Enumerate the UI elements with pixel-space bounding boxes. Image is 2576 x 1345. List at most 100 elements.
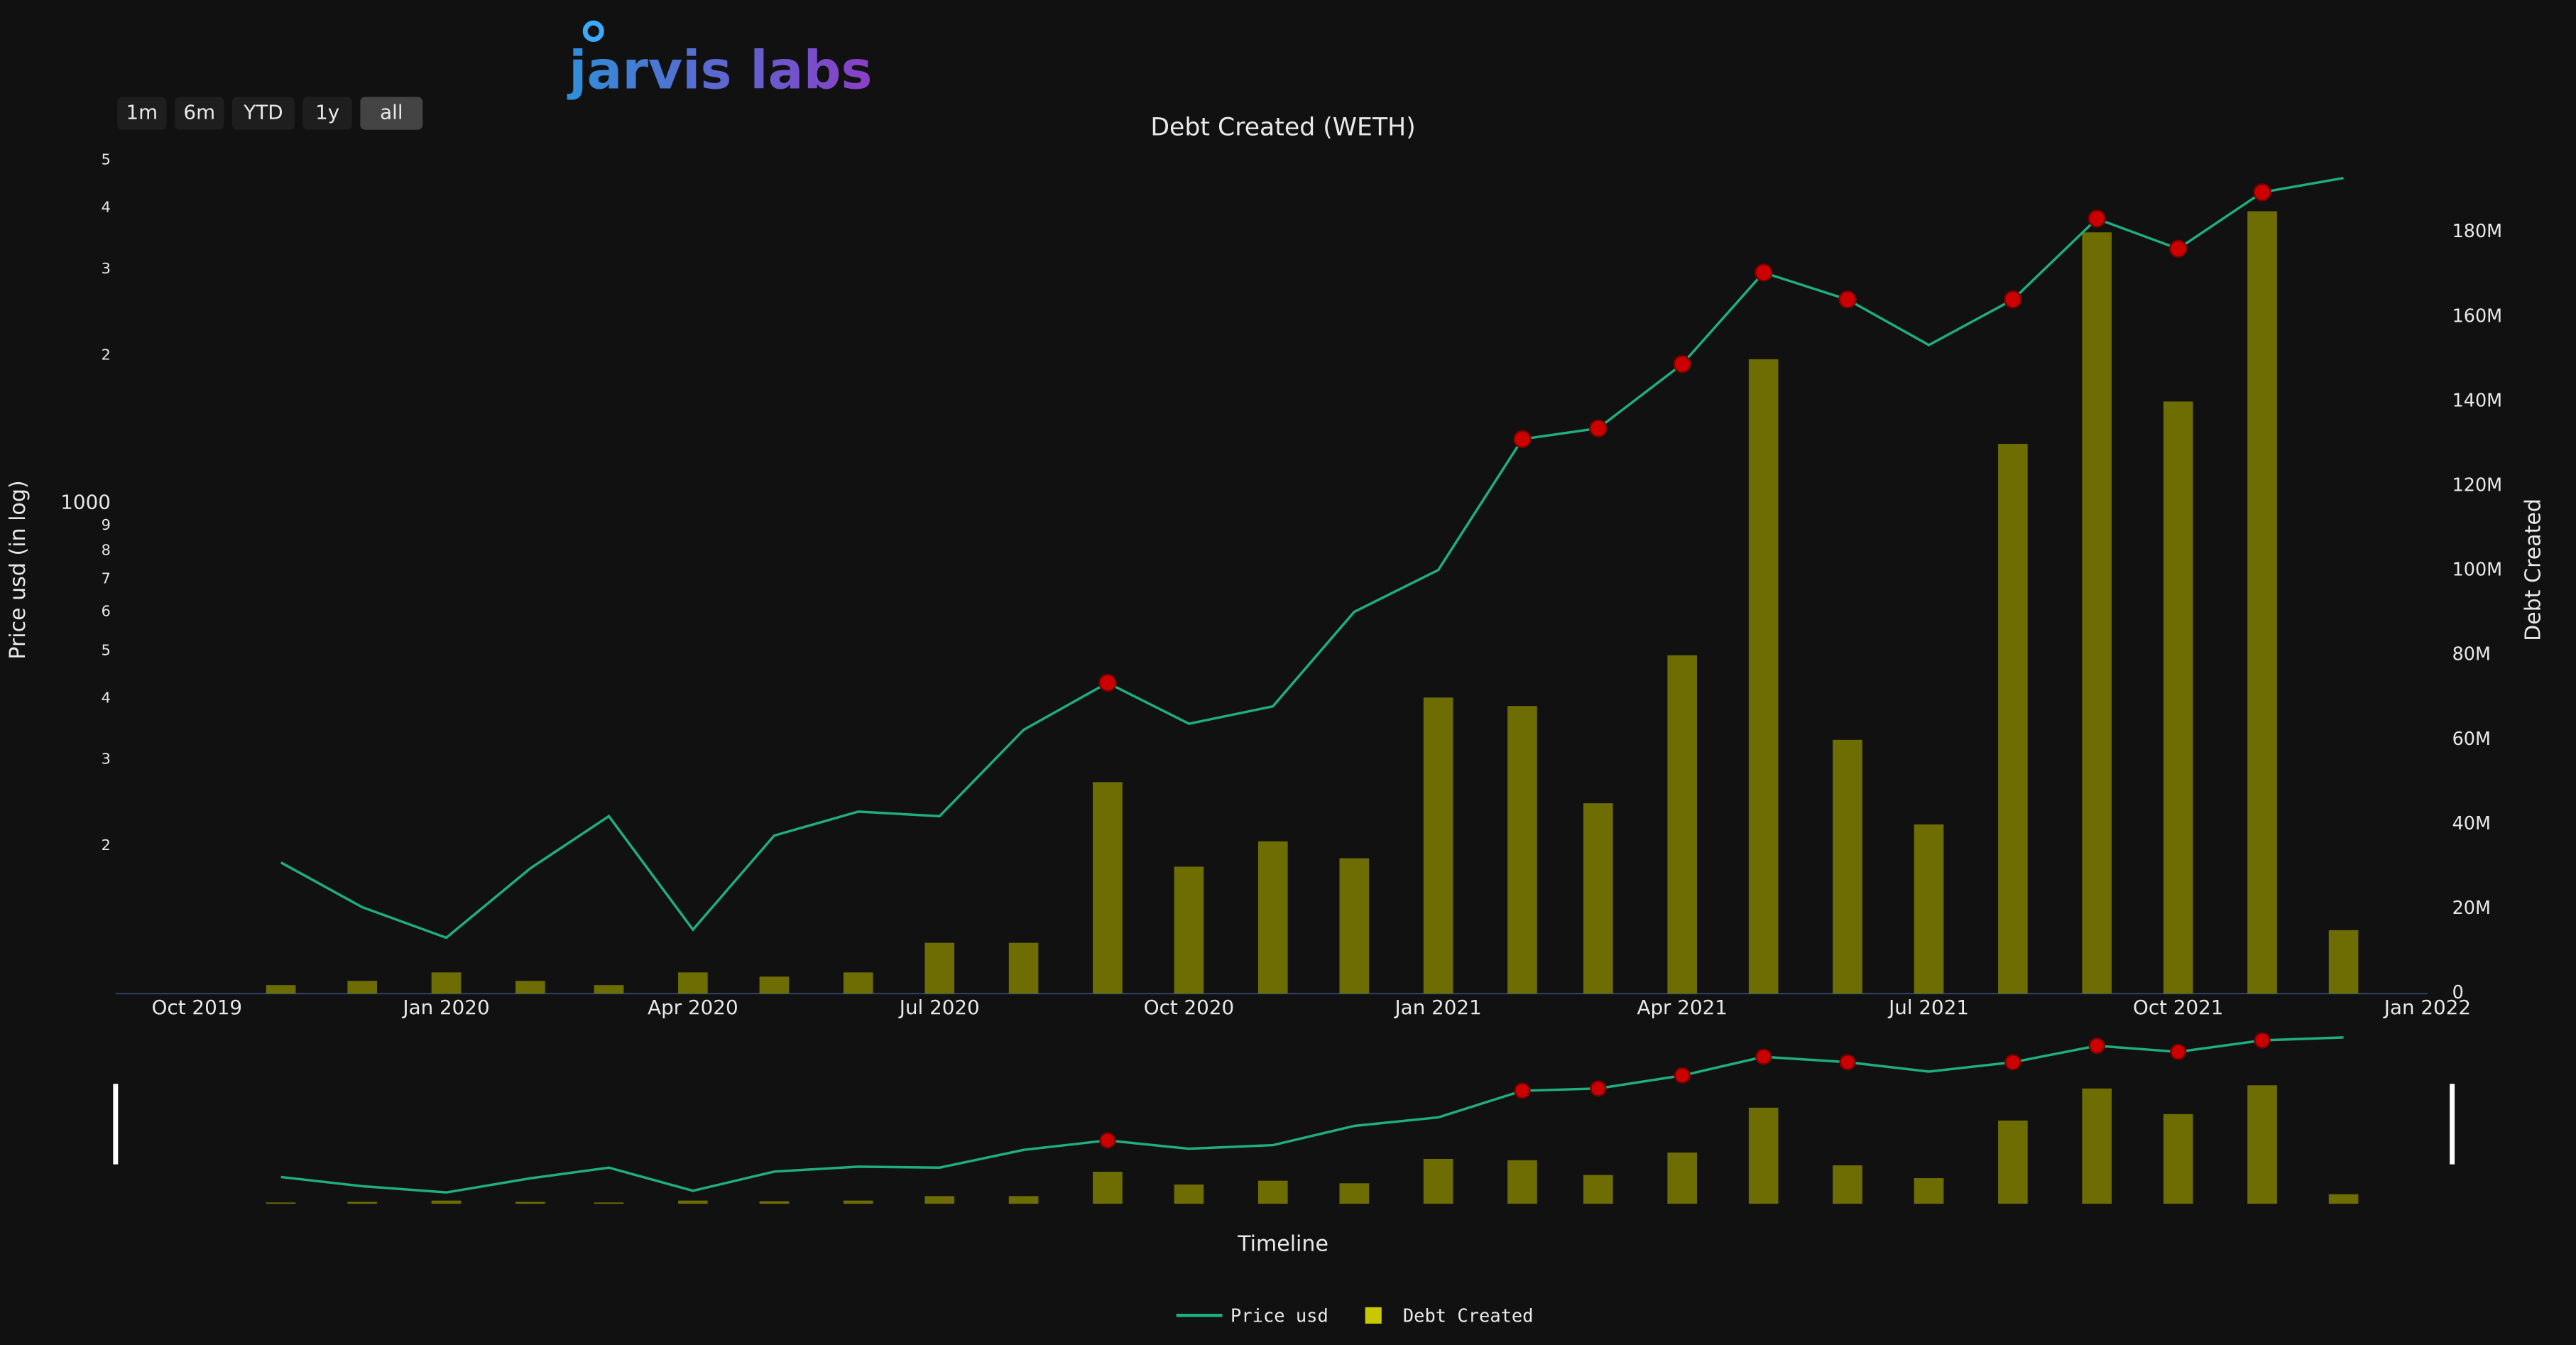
y-tick-label: 1000: [60, 490, 111, 513]
bar: [843, 972, 873, 994]
mini-bar: [759, 1201, 790, 1204]
bar: [1914, 824, 1944, 994]
y-tick-label: 3: [102, 751, 111, 768]
bar: [759, 976, 790, 994]
y2-tick-label: 40M: [2452, 812, 2491, 834]
y2-tick-label: 100M: [2452, 559, 2502, 580]
y2-tick-label: 120M: [2452, 474, 2502, 496]
y2-tick-label: 180M: [2452, 220, 2502, 241]
legend-swatch: [1365, 1307, 1382, 1324]
button-label: 6m: [183, 101, 215, 124]
mini-marker: [2004, 1054, 2021, 1071]
logo: jarvis labs: [567, 40, 873, 102]
bar: [1833, 739, 1862, 994]
range-button[interactable]: 1y: [302, 97, 352, 130]
y-tick-label: 4: [102, 689, 111, 706]
x-tick-label: Apr 2021: [1637, 996, 1727, 1019]
bar: [1748, 359, 1779, 994]
bar: [594, 985, 624, 994]
marker: [1838, 290, 1857, 309]
chart-title: Debt Created (WETH): [1150, 113, 1415, 141]
button-bg: [117, 97, 167, 130]
range-button[interactable]: 6m: [175, 97, 224, 130]
button-label: YTD: [243, 101, 283, 124]
y2-tick-label: 60M: [2452, 728, 2491, 749]
mini-bar: [1257, 1180, 1288, 1204]
mini-bar: [1093, 1172, 1123, 1204]
y-tick-label: 2: [102, 346, 111, 363]
bar: [515, 981, 545, 994]
mini-bar: [515, 1202, 545, 1204]
mini-bar: [1583, 1175, 1613, 1204]
mini-bar: [1748, 1107, 1779, 1204]
y2-tick-label: 80M: [2452, 643, 2491, 665]
bar: [924, 942, 955, 994]
marker: [1589, 419, 1608, 437]
mini-marker: [1099, 1132, 1116, 1149]
y-axis-title: Price usd (in log): [6, 480, 31, 659]
marker: [1754, 263, 1773, 282]
mini-marker: [2170, 1043, 2187, 1060]
price-line: [280, 176, 2344, 940]
button-bg: [360, 97, 423, 130]
bar: [1583, 803, 1613, 994]
mini-bar: [2163, 1113, 2193, 1204]
range-button[interactable]: YTD: [232, 97, 295, 130]
y-tick-label: 9: [102, 516, 111, 533]
mini-bar: [1339, 1183, 1370, 1204]
marker: [1513, 430, 1532, 449]
mini-bar: [1998, 1120, 2028, 1204]
x-tick-label: Oct 2021: [2133, 996, 2223, 1019]
bar: [266, 985, 296, 994]
y-tick-label: 5: [102, 641, 111, 658]
mini-bar: [431, 1200, 462, 1204]
mini-marker: [2254, 1032, 2271, 1049]
y-tick-label: 8: [102, 541, 111, 558]
button-bg: [232, 97, 295, 130]
range-button[interactable]: 1m: [117, 97, 167, 130]
range-button[interactable]: all: [360, 97, 423, 130]
y-tick-label: 4: [102, 199, 111, 216]
logo-dot: [582, 20, 604, 42]
marker: [1673, 354, 1691, 374]
y2-axis-title: Debt Created: [2521, 499, 2546, 641]
x-tick-label: Apr 2020: [648, 996, 738, 1019]
marker: [2253, 183, 2271, 202]
button-label: 1m: [126, 101, 158, 124]
mini-bar: [2082, 1088, 2112, 1204]
y-tick-label: 7: [102, 570, 111, 587]
y2-tick-label: 140M: [2452, 389, 2502, 410]
x-axis-title: Timeline: [1237, 1231, 1328, 1256]
mini-bar: [594, 1202, 624, 1204]
y2-tick-label: 160M: [2452, 305, 2502, 326]
mini-bar: [2247, 1085, 2277, 1204]
mini-bar: [843, 1200, 873, 1204]
button-label: all: [380, 101, 403, 124]
marker: [2087, 209, 2106, 228]
marker: [1098, 673, 1117, 692]
y-tick-label: 5: [102, 151, 111, 168]
marker: [2169, 239, 2188, 258]
mini-bar: [1914, 1178, 1944, 1204]
bar: [1667, 655, 1697, 994]
x-tick-label: Jul 2020: [898, 996, 980, 1019]
mini-bar: [347, 1202, 378, 1204]
bar: [1998, 443, 2028, 994]
mini-marker: [1755, 1048, 1772, 1065]
mini-bar: [266, 1202, 296, 1204]
bar: [1174, 866, 1204, 994]
mini-marker: [1674, 1067, 1691, 1084]
bar: [1093, 782, 1123, 994]
y-tick-label: 3: [102, 260, 111, 277]
bar: [1339, 858, 1370, 994]
range-buttons: 1m 6m YTD 1y all: [117, 97, 423, 130]
x-tick-label: Jan 2020: [401, 996, 489, 1019]
mini-marker: [1514, 1082, 1531, 1099]
x-tick-label: Jan 2021: [1394, 996, 1482, 1019]
mini-bar: [1174, 1185, 1204, 1204]
x-tick-label: Oct 2020: [1144, 996, 1234, 1019]
x-tick-label: Oct 2019: [152, 996, 242, 1019]
mini-bar: [1833, 1165, 1862, 1204]
bar: [431, 972, 462, 994]
